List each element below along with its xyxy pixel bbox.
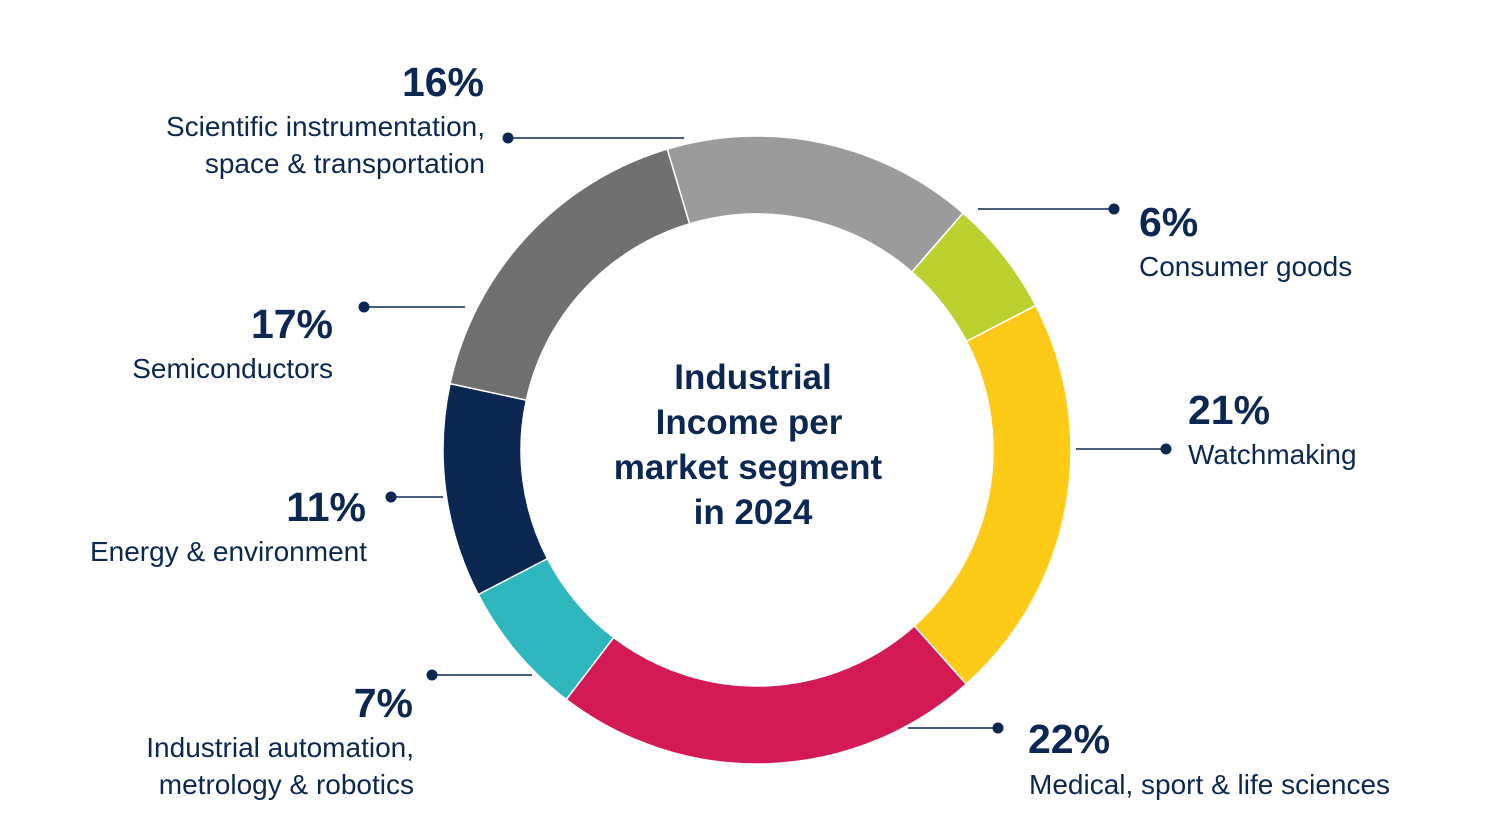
pct-label-medical: 22%: [1028, 716, 1110, 762]
leader-industrial-automation: [426, 669, 532, 681]
label-energy: Energy & environment: [90, 536, 367, 567]
chart-title-line-2: Income per: [656, 403, 843, 442]
leader-scientific: [502, 132, 684, 144]
pct-label-watchmaking: 21%: [1188, 387, 1270, 433]
pct-label-industrial-automation: 7%: [354, 680, 413, 726]
pct-label-consumer-goods: 6%: [1139, 199, 1198, 245]
donut-slices: [442, 135, 1072, 765]
label-industrial-automation-line-2: metrology & robotics: [159, 769, 414, 800]
slice-semiconductors: [449, 148, 691, 402]
pct-label-energy: 11%: [286, 484, 366, 530]
label-medical: Medical, sport & life sciences: [1029, 769, 1390, 800]
leader-watchmaking: [1076, 443, 1172, 455]
slice-energy: [442, 382, 549, 596]
slice-medical: [565, 624, 968, 765]
label-watchmaking: Watchmaking: [1188, 439, 1357, 470]
leader-consumer-goods: [978, 203, 1120, 215]
label-semiconductors: Semiconductors: [132, 353, 333, 384]
leader-semiconductors: [358, 301, 465, 313]
leader-energy: [385, 491, 443, 503]
chart-title-line-4: in 2024: [694, 493, 813, 532]
pct-label-scientific: 16%: [402, 59, 484, 105]
slice-scientific: [666, 135, 965, 273]
label-scientific-line-1: Scientific instrumentation,: [166, 111, 485, 142]
chart-title-line-1: Industrial: [674, 358, 832, 397]
slice-watchmaking: [913, 304, 1072, 686]
label-industrial-automation-line-1: Industrial automation,: [146, 732, 414, 763]
label-consumer-goods: Consumer goods: [1139, 251, 1352, 282]
pct-label-semiconductors: 17%: [251, 301, 333, 347]
chart-title-line-3: market segment: [614, 448, 883, 487]
leader-medical: [908, 722, 1004, 734]
label-scientific-line-2: space & transportation: [205, 148, 485, 179]
